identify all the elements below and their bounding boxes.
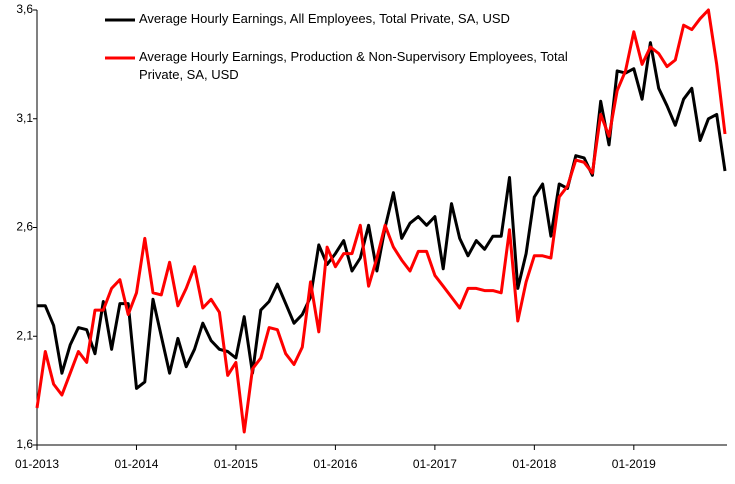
x-tick-label: 01-2019 — [612, 457, 656, 471]
y-tick-label: 3,1 — [16, 111, 33, 125]
y-tick-label: 2,1 — [16, 328, 33, 342]
legend-label: Average Hourly Earnings, All Employees, … — [139, 11, 510, 26]
x-tick-label: 01-2018 — [512, 457, 556, 471]
series-line — [35, 8, 727, 434]
legend-label: Average Hourly Earnings, Production & No… — [139, 49, 568, 82]
legend-entry: Average Hourly Earnings, Production & No… — [139, 49, 568, 82]
y-tick-label: 3,6 — [16, 2, 33, 16]
x-tick-label: 01-2015 — [214, 457, 258, 471]
y-tick-label: 2,6 — [16, 220, 33, 234]
x-tick-label: 01-2017 — [413, 457, 457, 471]
legend-entry: Average Hourly Earnings, All Employees, … — [139, 11, 510, 26]
x-tick-label: 01-2013 — [15, 457, 59, 471]
x-tick-label: 01-2016 — [313, 457, 357, 471]
y-tick-label: 1,6 — [16, 437, 33, 451]
series-line — [37, 41, 727, 390]
x-tick-label: 01-2014 — [114, 457, 158, 471]
